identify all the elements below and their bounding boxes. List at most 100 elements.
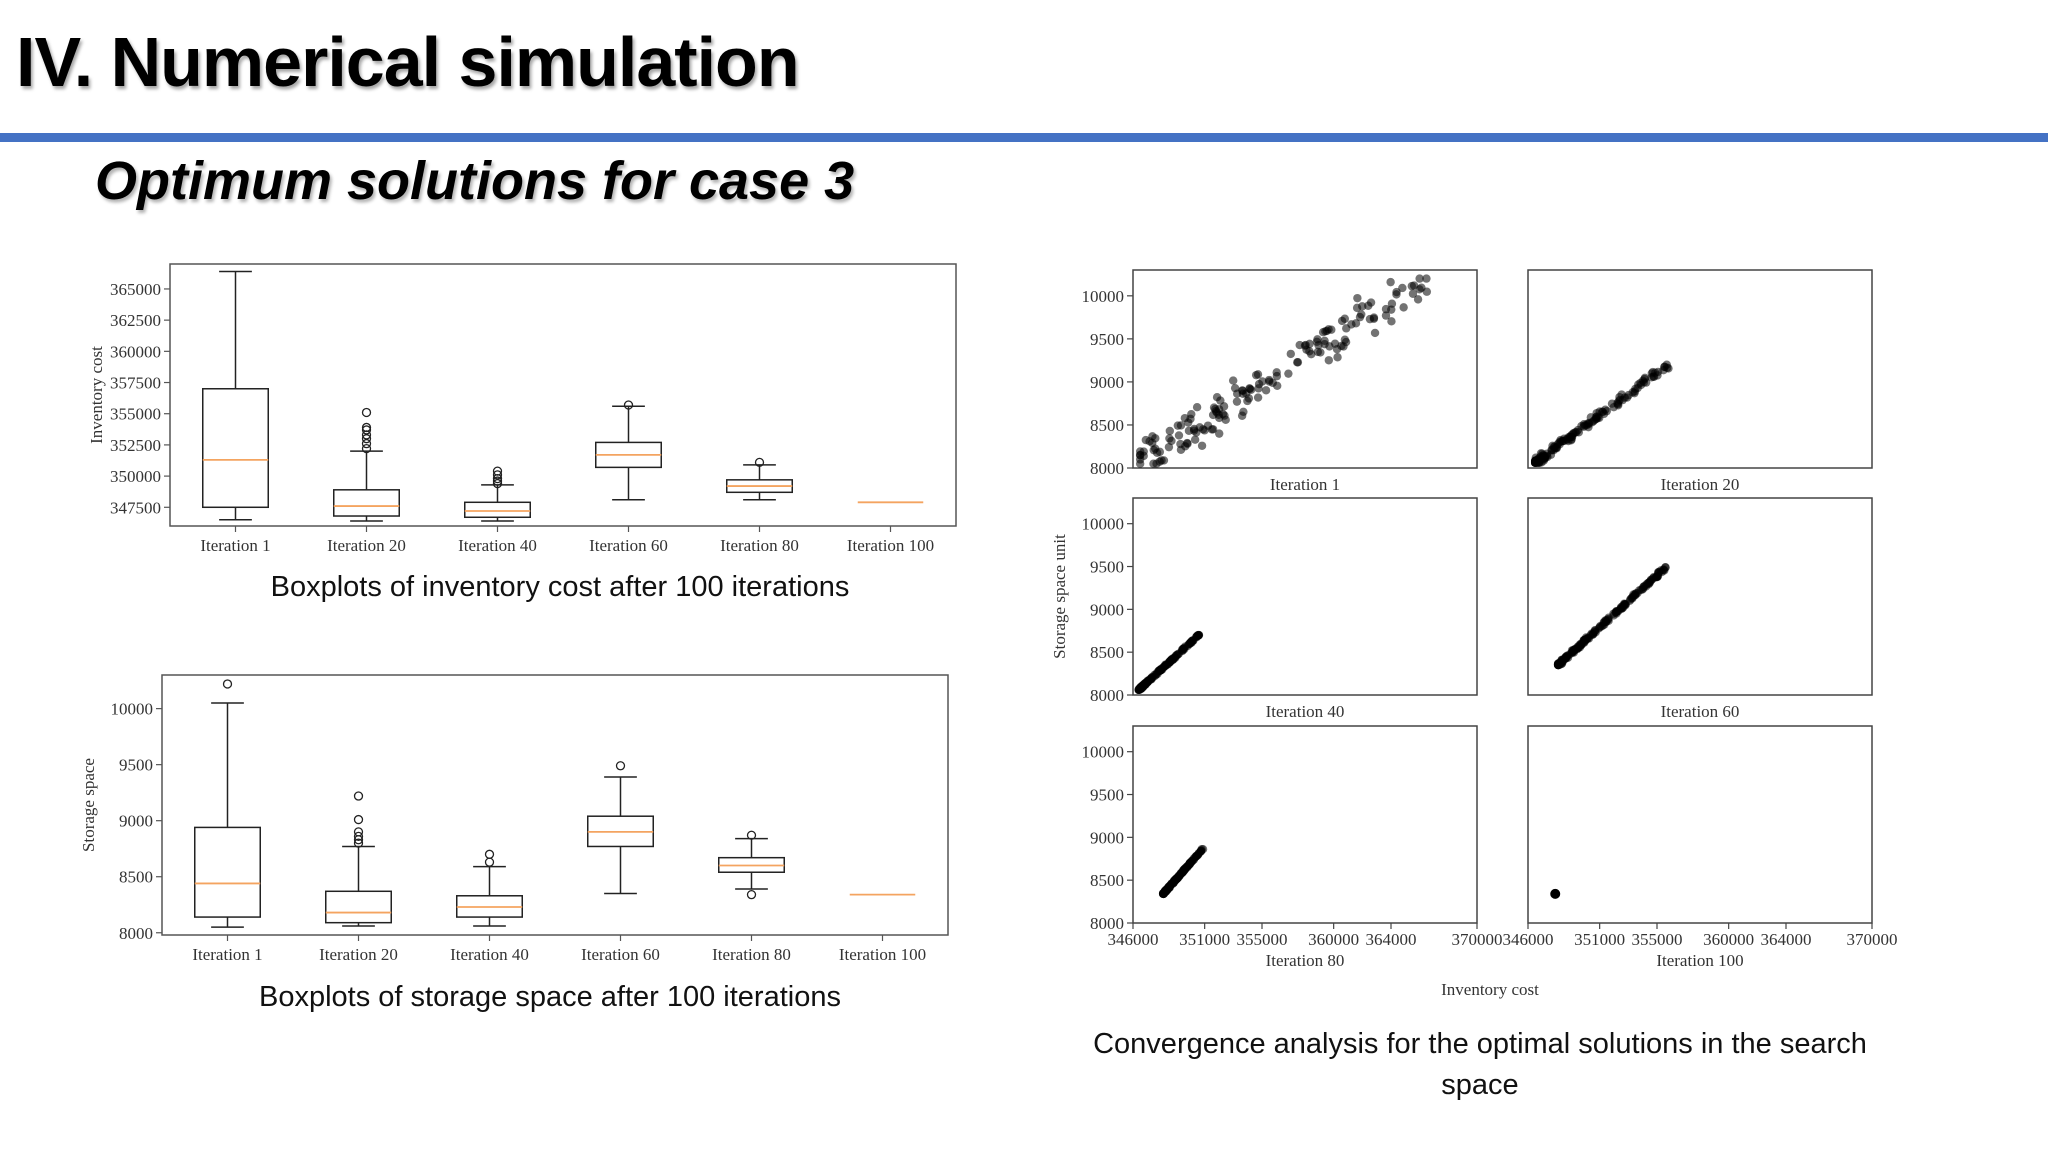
scatter-points-1 <box>1135 274 1432 468</box>
scatter-point <box>1413 295 1423 304</box>
y-tick-label: 355000 <box>110 405 161 424</box>
y-tick-label: 8500 <box>1090 643 1124 662</box>
scatter-point <box>1187 409 1196 419</box>
outlier-point <box>746 830 757 840</box>
x-tick-label: 364000 <box>1761 930 1812 949</box>
scatter-panel-frame <box>1527 725 1873 924</box>
scatter-point <box>1550 442 1559 451</box>
scatter-point <box>1136 684 1145 694</box>
scatter-point <box>1324 356 1334 365</box>
outlier-point <box>361 434 372 444</box>
scatter-point <box>1568 647 1577 657</box>
scatter-point <box>1602 406 1612 416</box>
scatter-point <box>1558 436 1567 446</box>
box-5 <box>726 457 793 501</box>
scatter-point <box>1422 274 1431 283</box>
y-tick-label: 8000 <box>1090 459 1124 478</box>
x-tick-label: Iteration 60 <box>589 536 668 555</box>
scatter-point <box>1580 635 1589 645</box>
x-tick-label: 351000 <box>1179 930 1230 949</box>
scatter-point <box>1196 847 1206 856</box>
y-tick-label: 357500 <box>110 374 161 393</box>
scatter-point <box>1409 281 1419 290</box>
x-tick-label: 351000 <box>1574 930 1625 949</box>
scatter-point <box>1180 865 1190 874</box>
scatter-point <box>1139 447 1148 456</box>
scatter-point <box>1641 378 1651 387</box>
scatter-point <box>1145 437 1154 446</box>
iqr-box <box>202 388 269 509</box>
scatter-point <box>1215 429 1224 438</box>
scatter-points-4 <box>1553 563 1670 670</box>
scatter-point <box>1636 585 1646 594</box>
y-tick-label: 10000 <box>111 700 154 719</box>
y-tick-label: 9000 <box>119 812 153 831</box>
scatter-point <box>1174 431 1184 440</box>
scatter-point <box>1646 575 1656 585</box>
y-tick-label: 365000 <box>110 280 161 299</box>
plot-frame <box>169 263 957 527</box>
panel-label: Iteration 40 <box>1266 702 1345 721</box>
box-4 <box>595 400 662 501</box>
scatter-point <box>1203 421 1213 430</box>
y-tick-label: 8000 <box>1090 914 1124 933</box>
panel-label: Iteration 80 <box>1266 951 1345 970</box>
box-5 <box>718 830 785 900</box>
scatter-point <box>1237 411 1247 420</box>
scatter-point <box>1157 456 1166 465</box>
iqr-box <box>333 489 400 517</box>
scatter-panel-frame <box>1527 497 1873 696</box>
scatter-point <box>1301 340 1310 350</box>
scatter-point <box>1173 873 1183 883</box>
scatter-point <box>1399 303 1408 312</box>
outlier-point <box>492 478 503 489</box>
scatter-panel-frame <box>1132 497 1478 696</box>
scatter-point <box>1653 571 1663 581</box>
scatter-point <box>1611 608 1620 617</box>
scatter-point <box>1244 394 1254 403</box>
scatter-point <box>1161 661 1170 670</box>
outlier-point <box>353 827 364 837</box>
scatter-point <box>1415 274 1424 283</box>
scatter-point <box>1353 293 1362 303</box>
y-tick-label: 8500 <box>1090 871 1124 890</box>
scatter-point <box>1305 347 1314 356</box>
outlier-point <box>353 831 364 842</box>
scatter-point <box>1158 889 1168 898</box>
scatter-point <box>1392 287 1401 297</box>
y-axis-label: Storage space <box>79 758 98 852</box>
scatter-point <box>1284 369 1293 378</box>
x-tick-label: 346000 <box>1108 930 1159 949</box>
scatter-point <box>1313 347 1323 357</box>
x-tick-label: 370000 <box>1847 930 1898 949</box>
x-tick-label: Iteration 20 <box>319 945 398 964</box>
x-tick-label: 346000 <box>1503 930 1554 949</box>
scatter-point <box>1313 335 1322 344</box>
scatter-point <box>1649 372 1659 381</box>
scatter-point <box>1261 386 1271 395</box>
y-tick-label: 10000 <box>1082 515 1125 534</box>
y-tick-label: 9500 <box>1090 786 1124 805</box>
box-1 <box>194 679 261 928</box>
x-tick-label: 360000 <box>1308 930 1359 949</box>
scatter-point <box>1381 311 1391 320</box>
outlier-point <box>754 457 765 468</box>
y-tick-label: 9500 <box>1090 558 1124 577</box>
scatter-point <box>1192 402 1202 412</box>
scatter-point <box>1150 444 1160 453</box>
scatter-point <box>1166 655 1176 665</box>
scatter-points-6 <box>1550 888 1561 899</box>
y-axis-label: Storage space unit <box>1050 534 1069 659</box>
scatter-point <box>1253 393 1263 402</box>
plot-frame <box>161 674 949 936</box>
scatter-point <box>1265 377 1274 386</box>
outlier-point <box>484 849 495 859</box>
scatter-point <box>1176 421 1186 430</box>
scatter-point <box>1232 389 1242 398</box>
slide-title: IV. Numerical simulation <box>16 23 800 101</box>
scatter-point <box>1565 432 1575 441</box>
scatter-point <box>1543 452 1552 462</box>
scatter-point <box>1218 409 1228 419</box>
iqr-box <box>194 826 261 918</box>
